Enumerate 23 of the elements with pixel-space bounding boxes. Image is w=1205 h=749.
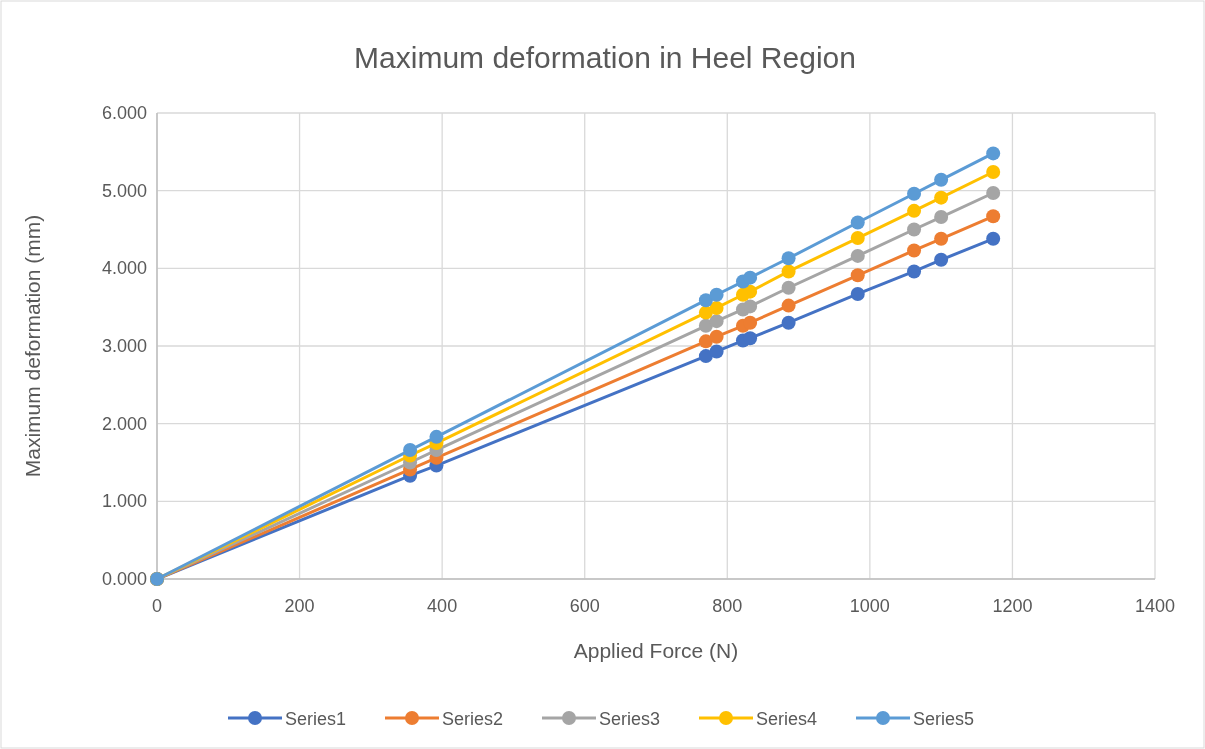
chart-title: Maximum deformation in Heel Region [354,41,856,74]
y-tick-label: 6.000 [101,103,147,123]
x-tick-label: 1000 [849,596,890,616]
legend-label: Series1 [285,709,347,729]
x-tick-label: 1400 [1134,596,1176,616]
y-axis-title: Maximum deformation (mm) [21,214,44,478]
legend-label: Series3 [599,709,661,729]
legend-label: Series5 [913,709,975,729]
x-tick-label: 600 [569,596,600,616]
x-tick-label: 1200 [992,596,1033,616]
x-tick-label: 200 [284,596,315,616]
x-tick-label: 800 [712,596,743,616]
legend-label: Series2 [442,709,504,729]
y-tick-label: 0.000 [101,569,147,589]
y-tick-label: 3.000 [101,336,147,356]
y-tick-label: 5.000 [101,180,147,201]
y-tick-label: 2.000 [101,413,147,434]
legend-label: Series4 [756,709,818,729]
x-tick-label: 400 [427,596,458,616]
x-tick-label: 0 [151,596,163,616]
y-tick-label: 1.000 [101,491,147,512]
y-tick-label: 4.000 [101,258,147,279]
x-axis-title: Applied Force (N) [573,639,739,662]
